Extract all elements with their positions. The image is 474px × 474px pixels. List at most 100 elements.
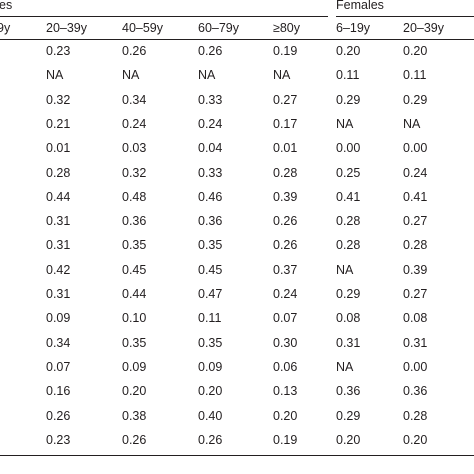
table-cell: 0.20 xyxy=(403,432,428,447)
table-cell: 0.27 xyxy=(273,92,298,107)
table-cell: 0.11 xyxy=(403,68,427,83)
table-cell: 0.35 xyxy=(198,335,223,350)
table-cell: 0.20 xyxy=(122,384,147,399)
table-cell: 0.20 xyxy=(403,44,428,58)
table-cell: NA xyxy=(336,262,354,277)
table-cell: 0.19 xyxy=(273,44,298,58)
table-cell: 0.24 xyxy=(273,287,298,301)
table-cell: NA xyxy=(122,68,140,83)
table-cell: 0.42 xyxy=(46,262,71,277)
column-header: 40–59y xyxy=(122,21,164,35)
table-cell: 0.37 xyxy=(273,262,298,277)
table-cell: 0.00 xyxy=(403,141,428,156)
table-cell: 0.41 xyxy=(336,189,361,204)
table-cell: 0.33 xyxy=(198,92,223,107)
table-cell: 0.36 xyxy=(198,214,223,229)
table-cell: 0.47 xyxy=(198,287,223,301)
table-cell: 0.26 xyxy=(122,432,147,447)
table-cell: 0.13 xyxy=(273,384,298,399)
table-cell: 0.48 xyxy=(122,189,147,204)
table-cell: 0.29 xyxy=(403,92,428,107)
table-cell: 0.26 xyxy=(46,408,71,423)
table-cell: 0.24 xyxy=(122,116,147,131)
table-cell: 0.28 xyxy=(336,214,361,229)
table-cell: 0.26 xyxy=(122,44,147,58)
column-header: 9y xyxy=(0,21,11,35)
table-cell: 0.06 xyxy=(273,359,298,374)
table-cell: 0.20 xyxy=(336,44,361,58)
table-cell: 0.26 xyxy=(273,214,298,229)
table-cell: 0.11 xyxy=(198,311,222,326)
table-cell: 0.20 xyxy=(198,384,223,399)
table-cell: 0.45 xyxy=(122,262,147,277)
table-cell: 0.39 xyxy=(403,262,428,277)
table-cell: NA xyxy=(46,68,64,83)
table-cell: 0.01 xyxy=(273,141,298,156)
males-group-rule xyxy=(0,16,328,17)
header-rule xyxy=(0,39,474,40)
table-cell: 0.00 xyxy=(336,141,361,156)
table-cell: 0.08 xyxy=(403,311,428,326)
column-header: 20–39y xyxy=(46,21,88,35)
table-cell: 0.31 xyxy=(403,335,428,350)
table-cell: 0.28 xyxy=(403,238,428,253)
table-cell: 0.07 xyxy=(46,359,71,374)
table-cell: 0.26 xyxy=(273,238,298,253)
table-cell: 0.31 xyxy=(46,287,71,301)
table-cell: 0.09 xyxy=(46,311,71,326)
table-cell: 0.32 xyxy=(46,92,71,107)
table-cell: 0.36 xyxy=(122,214,147,229)
table-cell: 0.04 xyxy=(198,141,223,156)
table-cell: 0.44 xyxy=(122,287,147,301)
table-cell: NA xyxy=(198,68,216,83)
table-cell: 0.33 xyxy=(198,165,223,180)
column-header: ≥80y xyxy=(273,21,301,35)
table-cell: 0.19 xyxy=(273,432,298,447)
table-cell: 0.25 xyxy=(336,165,361,180)
females-group-rule xyxy=(336,16,474,17)
table-cell: 0.27 xyxy=(403,214,428,229)
table-cell: 0.45 xyxy=(198,262,223,277)
bottom-rule xyxy=(0,455,474,456)
table-cell: 0.38 xyxy=(122,408,147,423)
table-cell: 0.20 xyxy=(336,432,361,447)
females-group-label: Females xyxy=(336,0,384,12)
table-cell: 0.16 xyxy=(46,384,71,399)
table-cell: 0.24 xyxy=(198,116,223,131)
table-cell: 0.41 xyxy=(403,189,428,204)
table-cell: 0.09 xyxy=(122,359,147,374)
table-cell: 0.39 xyxy=(273,189,298,204)
table-cell: 0.00 xyxy=(403,359,428,374)
table-cell: 0.29 xyxy=(336,287,361,301)
table-cell: 0.40 xyxy=(198,408,223,423)
table-cell: 0.35 xyxy=(122,335,147,350)
table-cell: 0.24 xyxy=(403,165,428,180)
table-cell: 0.34 xyxy=(46,335,71,350)
table-cell: 0.30 xyxy=(273,335,298,350)
table-cell: 0.28 xyxy=(46,165,71,180)
table-cell: 0.31 xyxy=(46,214,71,229)
table-cell: 0.20 xyxy=(273,408,298,423)
table-cell: 0.46 xyxy=(198,189,223,204)
table-cell: 0.35 xyxy=(122,238,147,253)
table-cell: 0.34 xyxy=(122,92,147,107)
table-cell: NA xyxy=(403,116,421,131)
table-cell: NA xyxy=(336,359,354,374)
table-cell: 0.28 xyxy=(403,408,428,423)
table-cell: 0.29 xyxy=(336,92,361,107)
table-cell: 0.31 xyxy=(336,335,361,350)
table-cell: 0.28 xyxy=(336,238,361,253)
table-cell: 0.27 xyxy=(403,287,428,301)
table-cell: 0.26 xyxy=(198,44,223,58)
table-cell: 0.07 xyxy=(273,311,298,326)
table-cell: 0.21 xyxy=(46,116,71,131)
table-cell: 0.08 xyxy=(336,311,361,326)
column-header: 60–79y xyxy=(198,21,240,35)
males-group-label: es xyxy=(0,0,13,12)
table-cell: 0.26 xyxy=(198,432,223,447)
table-cell: 0.23 xyxy=(46,432,71,447)
table-cell: NA xyxy=(336,116,354,131)
table-cell: 0.01 xyxy=(46,141,71,156)
table-cell: 0.32 xyxy=(122,165,147,180)
